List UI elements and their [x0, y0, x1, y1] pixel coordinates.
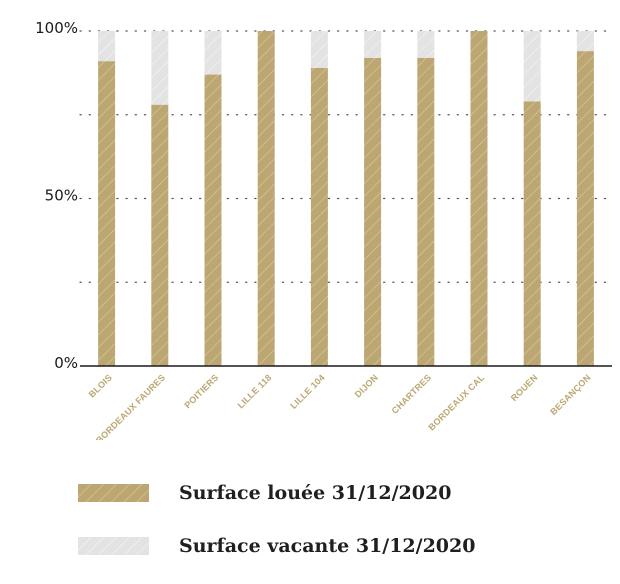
bar-vacant-3: [204, 31, 222, 75]
x-tick-label: LILLE 118: [236, 372, 274, 410]
bar-vacant-6: [364, 31, 382, 58]
bar-vacant-7: [417, 31, 435, 58]
bar-rented-6: [364, 57, 382, 367]
bar-vacant-10: [576, 31, 594, 52]
x-tick-label: POITIERS: [183, 372, 221, 410]
x-tick-label: CHARTRES: [390, 372, 434, 416]
bar-vacant-9: [523, 31, 541, 102]
bars: [98, 31, 594, 367]
x-tick-label: ROUEN: [509, 372, 540, 403]
bar-vacant-2: [151, 31, 169, 105]
legend-swatch-rented: [78, 484, 149, 502]
bar-vacant-1: [98, 31, 116, 62]
legend-item-vacant: Surface vacante 31/12/2020: [78, 531, 475, 561]
bar-rented-1: [98, 61, 116, 367]
bar-rented-4: [257, 31, 275, 366]
gridlines: [79, 30, 613, 283]
legend: Surface louée 31/12/2020 Surface vacante…: [78, 478, 475, 584]
bar-rented-5: [310, 67, 328, 366]
legend-label-vacant: Surface vacante 31/12/2020: [179, 535, 476, 557]
x-tick-label: BORDEAUX CAL: [426, 372, 486, 432]
bar-rented-9: [523, 101, 541, 366]
y-tick-label: 0%: [54, 354, 78, 372]
x-tick-label: BLOIS: [87, 372, 114, 399]
y-tick-labels: 0% 50% 100%: [35, 19, 78, 372]
bar-rented-3: [204, 74, 222, 367]
y-tick-label: 100%: [35, 19, 78, 37]
x-tick-label: DIJON: [353, 372, 380, 399]
bar-rented-7: [417, 57, 435, 367]
legend-swatch-vacant: [78, 537, 149, 555]
legend-label-rented: Surface louée 31/12/2020: [179, 482, 452, 504]
x-tick-label: LILLE 104: [288, 372, 326, 410]
x-tick-label: BESANÇON: [548, 372, 593, 417]
bar-rented-8: [470, 31, 488, 366]
bar-vacant-5: [310, 31, 328, 68]
y-tick-label: 50%: [45, 187, 78, 205]
legend-item-rented: Surface louée 31/12/2020: [78, 478, 475, 508]
bar-rented-2: [151, 104, 169, 366]
bar-rented-10: [576, 51, 594, 366]
